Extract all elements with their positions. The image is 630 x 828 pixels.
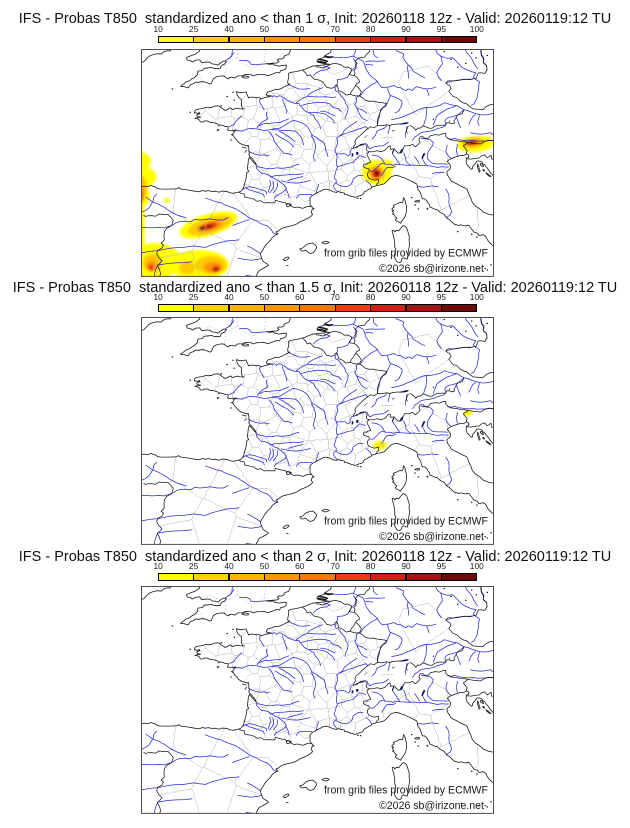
svg-text:from grib files provided by EC: from grib files provided by ECMWF (323, 515, 488, 527)
svg-text:from grib files provided by EC: from grib files provided by ECMWF (323, 784, 488, 796)
svg-text:©2026 sb@irizone.net: ©2026 sb@irizone.net (379, 531, 484, 543)
svg-text:©2026 sb@irizone.net: ©2026 sb@irizone.net (379, 263, 484, 275)
svg-text:©2026 sb@irizone.net: ©2026 sb@irizone.net (379, 800, 484, 812)
svg-text:from grib files provided by EC: from grib files provided by ECMWF (323, 247, 488, 259)
